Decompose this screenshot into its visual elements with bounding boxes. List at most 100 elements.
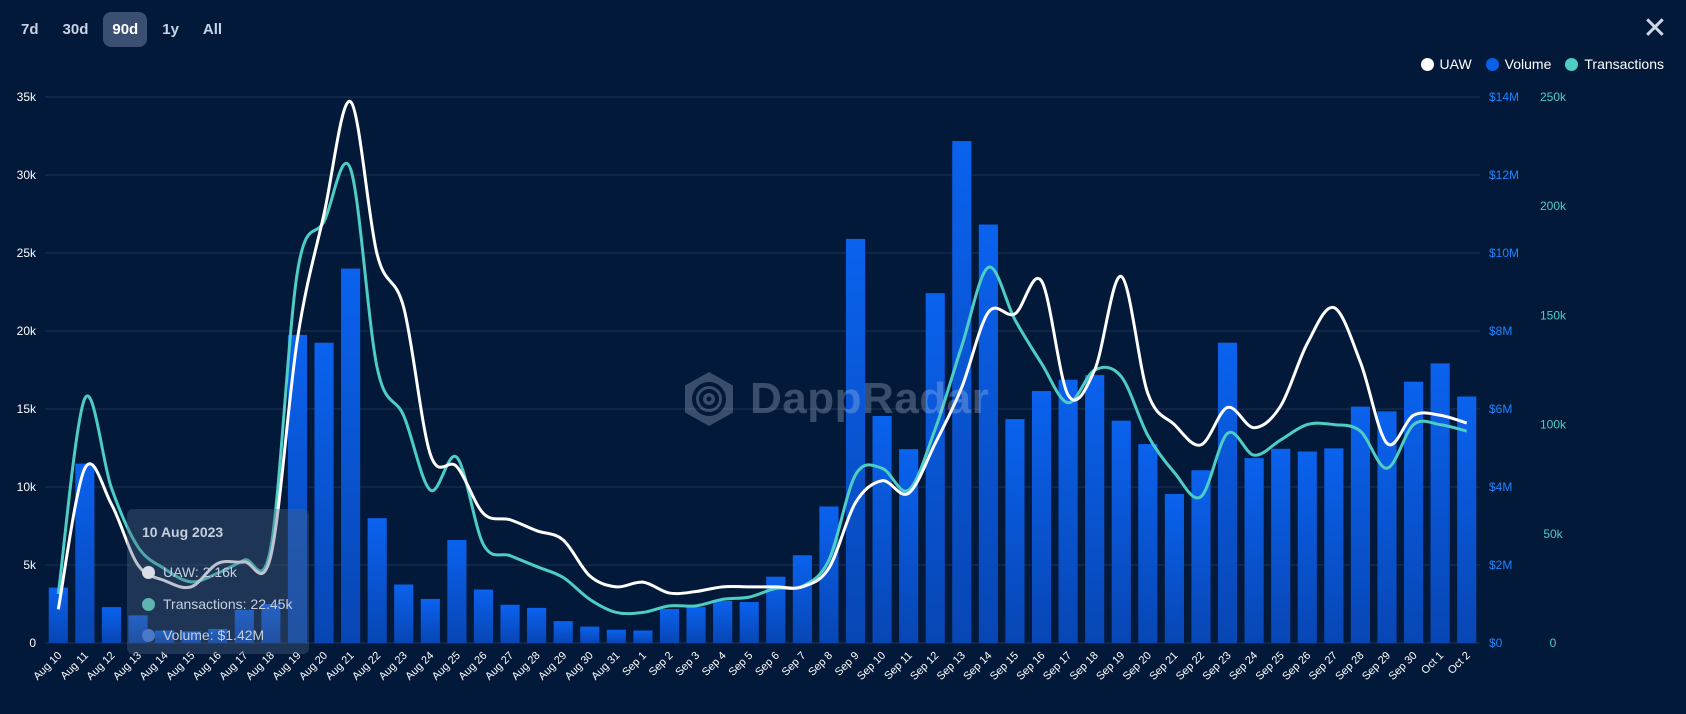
x-tick-label: Aug 29 <box>536 650 569 683</box>
x-tick-label: Sep 7 <box>780 650 809 679</box>
data-tooltip: 10 Aug 2023 UAW: 2.16k Transactions: 22.… <box>127 509 309 654</box>
x-tick-label: Sep 6 <box>753 650 782 679</box>
x-tick-label: Sep 16 <box>1015 650 1048 683</box>
dappradar-logo-icon <box>685 372 733 426</box>
volume-bar <box>101 607 122 643</box>
x-tick-label: Sep 26 <box>1280 650 1313 683</box>
volume-bar <box>1244 458 1264 643</box>
volume-bar <box>1031 391 1052 643</box>
y-tick-left: 10k <box>17 480 37 494</box>
volume-bar <box>580 626 600 643</box>
close-icon[interactable]: ✕ <box>1642 11 1668 46</box>
x-tick-label: Sep 24 <box>1227 650 1260 683</box>
y-tick-right-transactions: 250k <box>1540 90 1567 104</box>
volume-bar <box>314 342 334 643</box>
tooltip-uaw: UAW: 2.16k <box>163 564 237 580</box>
x-tick-label: Sep 13 <box>935 650 968 683</box>
x-tick-label: Sep 17 <box>1041 650 1074 683</box>
volume-bar <box>420 598 440 643</box>
legend-item-volume[interactable]: Volume <box>1485 56 1551 72</box>
volume-bar <box>48 587 68 643</box>
x-tick-label: Sep 12 <box>908 650 941 683</box>
x-tick-label: Aug 17 <box>217 650 250 683</box>
tab-1y[interactable]: 1y <box>162 21 179 38</box>
volume-bar <box>1271 448 1291 643</box>
tooltip-dot-uaw <box>142 565 155 579</box>
x-tick-label: Sep 5 <box>727 650 756 679</box>
x-tick-label: Aug 27 <box>483 650 516 683</box>
volume-bar <box>1164 494 1184 643</box>
volume-bar <box>1111 420 1131 643</box>
x-tick-label: Aug 15 <box>164 650 197 683</box>
tooltip-date: 10 Aug 2023 <box>142 524 224 540</box>
y-tick-right-volume: $6M <box>1489 402 1512 416</box>
x-tick-label: Sep 10 <box>855 650 888 683</box>
x-tick-label: Sep 8 <box>806 650 835 679</box>
x-tick-label: Sep 20 <box>1121 650 1154 683</box>
volume-bar <box>1005 419 1025 643</box>
uaw-line <box>56 100 1468 610</box>
volume-bar <box>952 141 972 643</box>
x-tick-label: Aug 21 <box>324 650 357 683</box>
y-tick-right-transactions: 200k <box>1540 199 1567 213</box>
volume-bar <box>1217 342 1238 643</box>
volume-bar <box>1457 396 1477 643</box>
x-tick-label: Sep 25 <box>1254 650 1287 683</box>
x-tick-label: Sep 23 <box>1201 650 1234 683</box>
tooltip-row-uaw: UAW: 2.16k <box>142 564 237 580</box>
legend-item-uaw[interactable]: UAW <box>1420 56 1472 72</box>
volume-bar <box>1138 444 1158 643</box>
x-tick-label: Aug 31 <box>589 650 622 683</box>
x-tick-label: Sep 4 <box>700 650 729 679</box>
tab-all[interactable]: All <box>202 21 223 38</box>
x-tick-label: Sep 22 <box>1174 650 1207 683</box>
y-tick-right-volume: $2M <box>1489 558 1512 572</box>
legend-item-transactions[interactable]: Transactions <box>1565 56 1664 72</box>
y-tick-left: 5k <box>23 558 37 572</box>
tab-90d[interactable]: 90d <box>103 12 148 47</box>
y-tick-left: 35k <box>17 90 37 104</box>
legend-dot-uaw <box>1420 57 1434 71</box>
x-tick-label: Aug 28 <box>510 650 543 683</box>
y-tick-right-transactions: 100k <box>1540 418 1567 432</box>
x-tick-label: Aug 30 <box>563 650 596 683</box>
volume-bar <box>1430 363 1450 643</box>
x-tick-label: Sep 19 <box>1094 650 1127 683</box>
volume-bar <box>606 629 626 643</box>
y-tick-right-volume: $10M <box>1489 246 1519 260</box>
chart-legend: UAW Volume Transactions <box>1420 56 1664 72</box>
x-tick-label: Aug 19 <box>270 650 303 683</box>
legend-label-transactions: Transactions <box>1584 56 1664 72</box>
x-tick-label: Aug 12 <box>84 650 117 683</box>
legend-dot-volume <box>1485 57 1499 71</box>
volume-bar <box>208 628 228 643</box>
x-tick-label: Oct 1 <box>1419 650 1446 677</box>
x-tick-label: Sep 28 <box>1333 650 1366 683</box>
time-range-tabs: 7d 30d 90d 1y All <box>12 12 231 47</box>
y-tick-right-transactions: 50k <box>1543 527 1563 541</box>
volume-bar <box>739 602 759 643</box>
tooltip-dot-transactions <box>142 597 155 611</box>
series-lines <box>56 100 1468 616</box>
tooltip-volume: Volume: $1.42M <box>163 627 265 643</box>
volume-bar <box>1191 470 1211 643</box>
tab-30d[interactable]: 30d <box>62 21 89 38</box>
legend-label-uaw: UAW <box>1439 56 1472 72</box>
volume-bar <box>845 238 866 643</box>
volume-bar <box>686 607 706 643</box>
x-tick-label: Sep 14 <box>961 650 994 683</box>
volume-bar <box>553 621 573 643</box>
x-tick-label: Aug 24 <box>403 650 436 683</box>
tooltip-transactions: Transactions: 22.45k <box>163 596 293 612</box>
x-tick-label: Aug 13 <box>111 650 144 683</box>
volume-bar <box>713 600 733 643</box>
volume-bar <box>287 334 308 643</box>
x-tick-label: Sep 18 <box>1068 650 1101 683</box>
y-tick-left: 0 <box>29 636 36 650</box>
x-tick-label: Sep 29 <box>1360 650 1393 683</box>
x-tick-label: Aug 14 <box>138 650 171 683</box>
volume-bar <box>1324 448 1344 643</box>
tooltip-dot-volume <box>142 628 155 642</box>
tab-7d[interactable]: 7d <box>21 21 39 38</box>
volume-bar <box>659 609 680 643</box>
